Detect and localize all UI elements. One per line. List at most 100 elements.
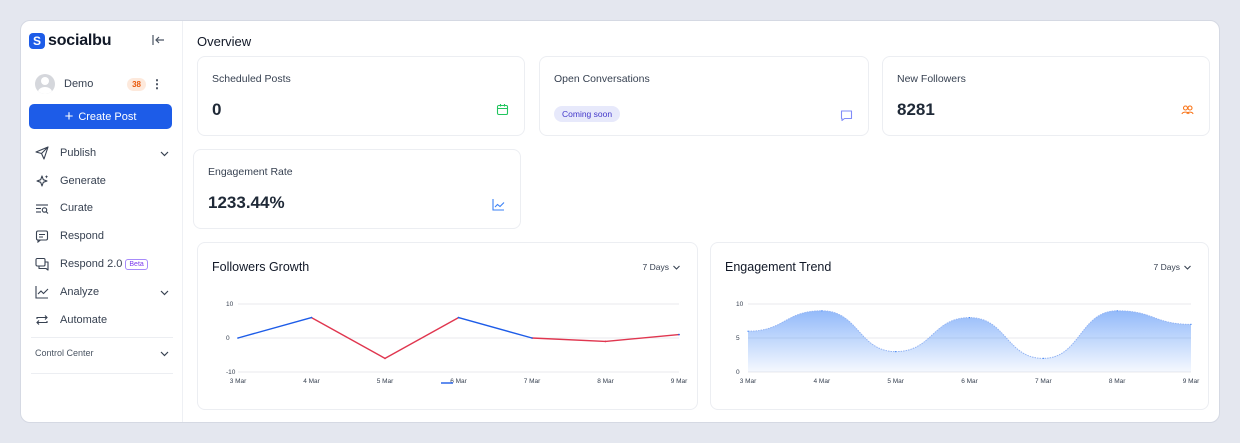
data-point — [604, 340, 607, 343]
create-post-label: Create Post — [78, 110, 137, 123]
followers-growth-chart[interactable]: 10 0 -10 3 Mar 4 Mar 5 Mar 6 Mar 7 Mar 8 Mar 9 Ma… — [198, 243, 699, 411]
chat-icon — [840, 110, 853, 122]
logo[interactable]: S socialbu — [29, 32, 112, 50]
data-point — [821, 310, 823, 312]
logo-text: socialbu — [48, 32, 112, 49]
avatar — [35, 74, 55, 94]
sidebar-item-generate[interactable]: Generate — [35, 167, 170, 195]
card-label: New Followers — [897, 73, 966, 85]
x-tick-label: 3 Mar — [740, 378, 757, 385]
sidebar-item-label: Generate — [60, 174, 106, 187]
card-label: Engagement Rate — [208, 166, 293, 178]
data-point — [895, 351, 897, 353]
x-tick-label: 4 Mar — [303, 378, 320, 385]
notification-count-badge[interactable]: 38 — [127, 77, 146, 91]
x-tick-label: 4 Mar — [814, 378, 831, 385]
data-point — [237, 337, 239, 339]
data-point — [384, 357, 386, 360]
new-followers-card[interactable]: New Followers 8281 — [882, 56, 1210, 136]
coming-soon-badge: Coming soon — [554, 106, 621, 122]
line-segment — [384, 316, 460, 360]
sidebar-item-respond[interactable]: Respond — [35, 222, 170, 250]
x-tick-label: 5 Mar — [377, 378, 394, 385]
card-label: Scheduled Posts — [212, 73, 291, 85]
range-dropdown[interactable]: 7 Days — [1154, 262, 1192, 272]
x-tick-label: 6 Mar — [961, 378, 978, 385]
curate-icon — [36, 204, 49, 215]
sidebar-item-label: Analyze — [60, 285, 100, 298]
chevron-down-icon[interactable] — [159, 287, 170, 298]
x-tick-label: 8 Mar — [1109, 378, 1126, 385]
logo-mark: S — [29, 33, 45, 49]
data-point — [1042, 357, 1044, 359]
range-label: 7 Days — [1153, 262, 1180, 272]
area-fill — [748, 310, 1191, 372]
control-center[interactable]: Control Center — [35, 348, 170, 358]
data-point — [457, 316, 460, 319]
sidebar-nav: Publish Generate Curate Respond Respond … — [35, 139, 170, 334]
sidebar-item-respond-2[interactable]: Respond 2.0 Beta — [35, 250, 170, 278]
range-label: 7 Days — [642, 262, 669, 272]
scheduled-posts-card[interactable]: Scheduled Posts 0 — [197, 56, 525, 136]
x-tick-label: 7 Mar — [1035, 378, 1052, 385]
y-tick-label: 0 — [736, 369, 740, 376]
sidebar-item-label: Respond — [60, 230, 105, 243]
open-conversations-card[interactable]: Open Conversations Coming soon — [539, 56, 869, 136]
x-tick-label: 8 Mar — [597, 378, 614, 385]
sidebar-item-publish[interactable]: Publish — [35, 139, 170, 167]
data-point — [678, 333, 680, 336]
trend-icon — [492, 199, 505, 211]
range-dropdown[interactable]: 7 Days — [643, 262, 681, 272]
card-label: Open Conversations — [554, 73, 650, 85]
beta-badge: Beta — [125, 258, 148, 270]
x-tick-label: 9 Mar — [1183, 378, 1200, 385]
line-segment — [237, 316, 313, 339]
chevron-down-icon — [1184, 265, 1191, 270]
chevron-down-icon[interactable] — [159, 348, 170, 359]
line-segment — [310, 316, 386, 360]
control-center-label: Control Center — [35, 348, 94, 358]
sidebar-item-analyze[interactable]: Analyze — [35, 278, 170, 306]
y-tick-label: 5 — [736, 335, 740, 342]
y-tick-label: 10 — [226, 301, 234, 308]
line-segment — [604, 333, 680, 343]
sidebar-item-label: Publish — [60, 146, 97, 159]
page-title: Overview — [197, 34, 252, 49]
engagement-rate-card[interactable]: Engagement Rate 1233.44% — [193, 149, 521, 229]
engagement-trend-chart[interactable]: 10 5 03 Mar 4 Mar 5 Mar 6 Mar 7 Mar 8 Mar 9 Mar — [711, 243, 1210, 411]
collapse-left-icon[interactable] — [151, 33, 165, 47]
followers-growth-card: Followers Growth 7 Days 10 0 -10 3 Mar 4 Mar… — [197, 242, 698, 410]
user-name: Demo — [64, 78, 94, 90]
line-segment — [531, 337, 607, 343]
sidebar-item-label: Automate — [60, 313, 108, 326]
divider — [31, 337, 173, 338]
chart-title: Followers Growth — [212, 260, 310, 274]
sparkle-icon — [36, 174, 49, 187]
card-value: 8281 — [897, 100, 935, 119]
create-post-button[interactable]: + Create Post — [29, 104, 172, 129]
card-value: 1233.44% — [208, 193, 285, 212]
send-icon — [35, 146, 49, 160]
data-point — [968, 317, 971, 319]
users-icon — [1181, 105, 1194, 115]
y-tick-label: 10 — [736, 301, 744, 308]
more-options-icon[interactable]: ⋮ — [151, 77, 163, 91]
x-tick-label: 3 Mar — [230, 378, 247, 385]
y-tick-label: 0 — [226, 335, 230, 342]
card-value: 0 — [212, 100, 222, 119]
data-point — [747, 330, 749, 332]
sidebar-item-automate[interactable]: Automate — [35, 306, 170, 334]
chart-icon — [35, 285, 49, 299]
sidebar-item-curate[interactable]: Curate — [35, 195, 170, 223]
chevron-down-icon — [673, 265, 680, 270]
sidebar-item-label: Curate — [60, 202, 94, 215]
calendar-icon — [496, 104, 509, 116]
sidebar-item-label: Respond 2.0 — [60, 258, 123, 271]
data-point — [1190, 323, 1192, 325]
plus-icon: + — [64, 108, 74, 125]
chevron-down-icon[interactable] — [159, 148, 170, 159]
y-tick-label: -10 — [226, 369, 236, 376]
repeat-icon — [36, 314, 48, 325]
engagement-trend-card: Engagement Trend 7 Days 10 5 0 3 Mar 4 Mar 5 … — [710, 242, 1209, 410]
user-menu[interactable]: Demo 38 ⋮ — [35, 73, 163, 95]
